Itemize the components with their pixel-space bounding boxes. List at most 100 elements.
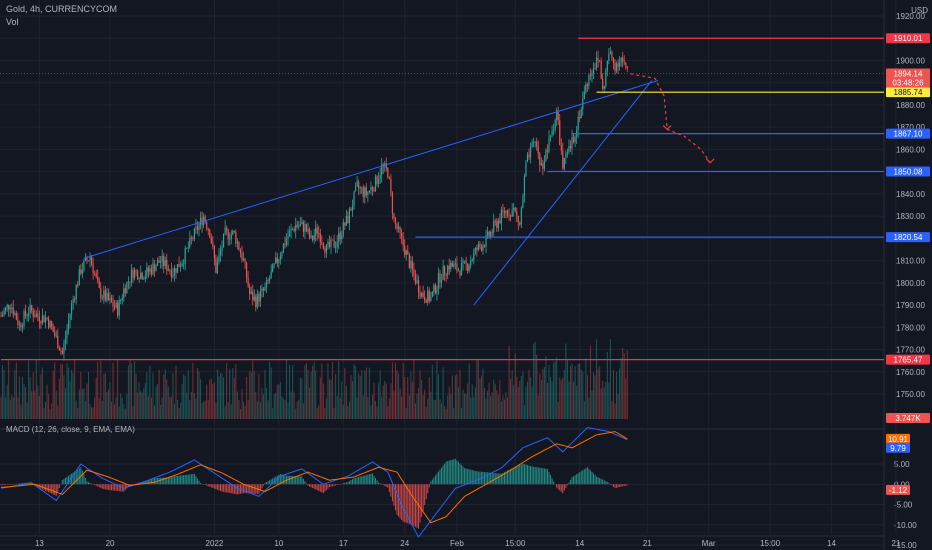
candle-body xyxy=(262,288,265,291)
volume-bar xyxy=(545,356,547,419)
candle-body xyxy=(586,84,588,86)
candle-body xyxy=(69,314,71,321)
macd-histogram-bar xyxy=(367,474,369,485)
macd-histogram-bar xyxy=(3,484,5,486)
volume-bar xyxy=(537,395,539,419)
volume-bar xyxy=(100,360,102,419)
volume-bar xyxy=(523,405,525,419)
macd-histogram-bar xyxy=(63,478,65,485)
candle-body xyxy=(491,231,493,233)
macd-histogram-bar xyxy=(193,473,195,485)
volume-bar xyxy=(450,393,452,419)
macd-histogram-bar xyxy=(322,484,324,494)
volume-bar xyxy=(626,350,628,419)
time-tick-label: 15:00 xyxy=(760,539,781,548)
macd-histogram-bar xyxy=(230,484,232,494)
candle-body xyxy=(258,293,260,302)
volume-bar xyxy=(126,393,128,419)
macd-histogram-bar xyxy=(537,467,539,485)
candle-body xyxy=(89,256,91,261)
volume-bar xyxy=(269,361,271,419)
candle-body xyxy=(312,235,314,240)
candle-body xyxy=(519,222,521,225)
macd-histogram-bar xyxy=(405,484,407,523)
macd-histogram-bar xyxy=(269,480,271,485)
candle-body xyxy=(368,190,370,193)
volume-bar xyxy=(550,377,552,419)
volume-bar xyxy=(286,359,288,419)
macd-histogram-bar xyxy=(553,481,555,485)
signal-line xyxy=(0,431,628,524)
macd-histogram-bar xyxy=(387,484,389,488)
volume-bar xyxy=(341,381,343,419)
volume-bar xyxy=(398,373,400,419)
volume-bar xyxy=(190,391,192,419)
price-tick-label: 1750.00 xyxy=(896,390,925,399)
macd-histogram-bar xyxy=(545,468,547,485)
macd-histogram-bar xyxy=(68,475,70,485)
macd-histogram-bar xyxy=(206,484,208,486)
macd-histogram-bar xyxy=(216,484,218,490)
candle-body xyxy=(319,233,321,243)
volume-bar xyxy=(135,373,137,419)
candle-body xyxy=(490,231,492,237)
volume-bar xyxy=(336,395,338,419)
symbol-legend[interactable]: Gold, 4h, CURRENCYCOM xyxy=(6,4,117,14)
candle-body xyxy=(6,304,8,308)
volume-bar xyxy=(12,397,14,419)
macd-histogram-bar xyxy=(267,481,269,485)
volume-bar xyxy=(28,360,30,419)
candle-body xyxy=(259,291,262,302)
macd-legend[interactable]: MACD (12, 26, close, 9, EMA, EMA) xyxy=(6,425,135,434)
volume-bar xyxy=(259,402,261,419)
macd-histogram-bar xyxy=(502,472,504,485)
volume-bar xyxy=(106,392,108,419)
candle-body xyxy=(255,296,257,307)
volume-bar xyxy=(80,372,82,419)
volume-bar xyxy=(281,396,283,419)
volume-bar xyxy=(508,346,510,419)
macd-histogram-bar xyxy=(103,484,105,490)
volume-bar xyxy=(18,376,20,419)
macd-histogram-bar xyxy=(546,468,548,485)
volume-bar xyxy=(582,372,584,419)
macd-histogram-bar xyxy=(266,482,268,485)
macd-histogram-bar xyxy=(477,471,479,485)
candle-body xyxy=(84,257,87,261)
candle-body xyxy=(354,185,357,192)
macd-histogram-bar xyxy=(209,484,211,487)
candle-body xyxy=(612,58,615,63)
macd-histogram-bar xyxy=(313,484,315,489)
volume-bar xyxy=(494,384,496,419)
volume-bar xyxy=(593,372,595,419)
volume-bar xyxy=(177,399,179,419)
candle-body xyxy=(510,215,512,217)
candle-body xyxy=(517,215,519,223)
price-level-tag xyxy=(886,87,930,98)
candle-body xyxy=(181,263,183,267)
macd-histogram-bar xyxy=(252,484,254,494)
candle-body xyxy=(150,268,153,274)
candle-body xyxy=(549,135,552,138)
candle-body xyxy=(261,288,263,292)
macd-histogram-bar xyxy=(55,484,57,496)
macd-histogram-bar xyxy=(117,484,119,491)
volume-bar xyxy=(289,364,291,419)
candle-body xyxy=(12,307,14,315)
candle-body xyxy=(476,247,478,251)
candle-body xyxy=(545,150,547,161)
macd-histogram-bar xyxy=(195,476,197,485)
candle-body xyxy=(178,264,180,268)
volume-bar xyxy=(516,376,518,419)
volume-bar xyxy=(163,374,165,419)
volume-bar xyxy=(459,369,461,419)
candle-body xyxy=(539,153,541,166)
macd-histogram-bar xyxy=(318,484,320,491)
candle-body xyxy=(391,192,394,214)
volume-legend[interactable]: Vol xyxy=(6,17,19,27)
candle-body xyxy=(98,280,100,288)
macd-tick-label: -5.00 xyxy=(894,501,913,510)
candle-body xyxy=(325,244,328,253)
volume-bar xyxy=(355,366,357,419)
